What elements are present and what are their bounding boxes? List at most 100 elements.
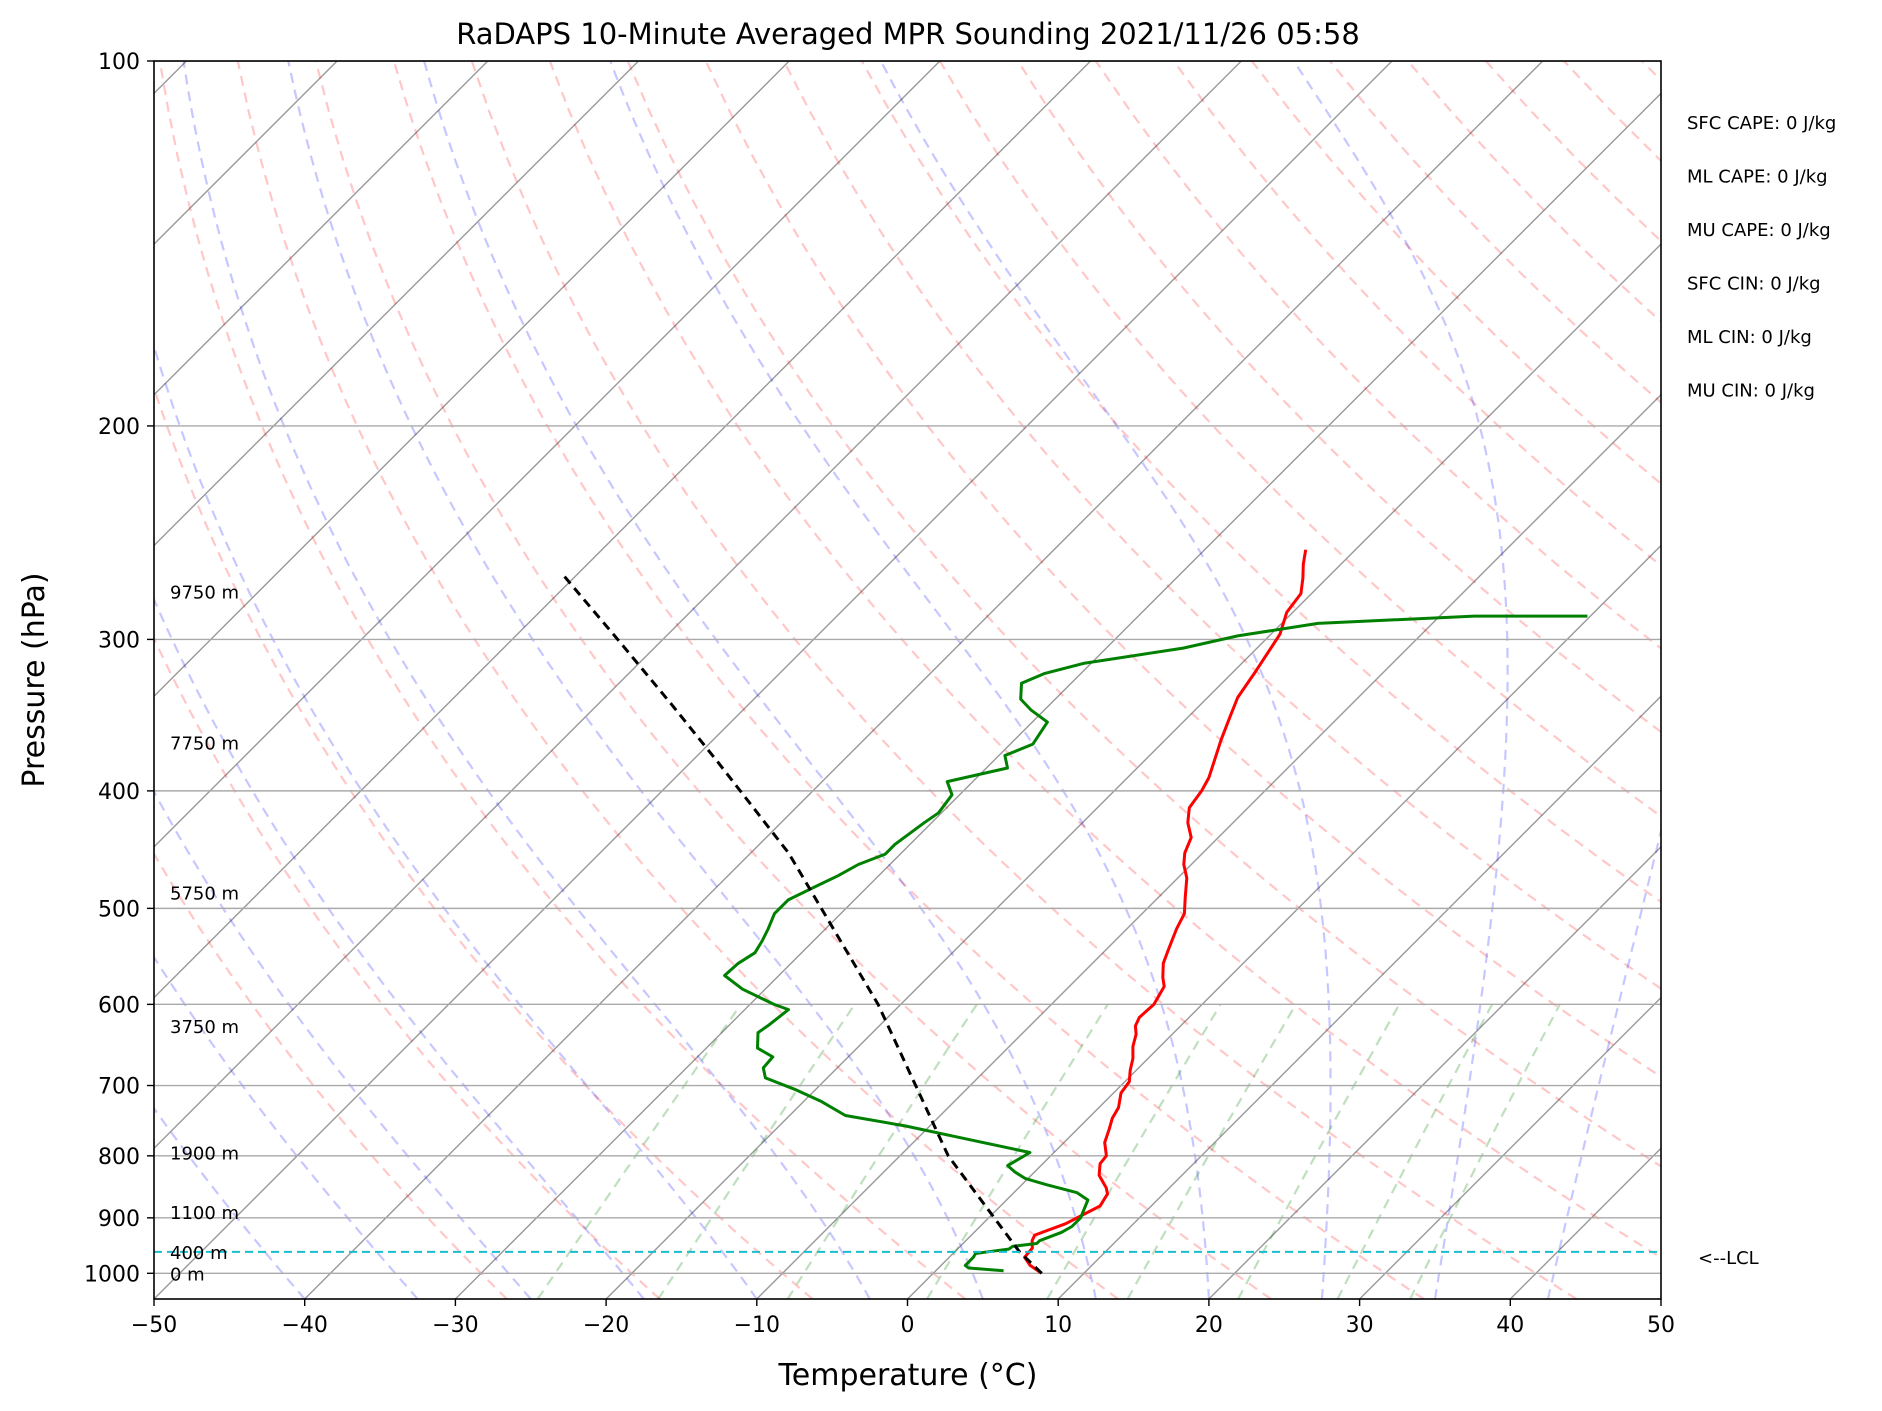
moist-adiabat-line xyxy=(610,61,1209,1299)
index-text: SFC CAPE: 0 J/kg xyxy=(1687,113,1836,134)
y-tick-label: 900 xyxy=(98,1207,140,1232)
x-tick-label: 40 xyxy=(1496,1313,1524,1338)
x-tick-label: 0 xyxy=(901,1313,915,1338)
chart-title: RaDAPS 10-Minute Averaged MPR Sounding 2… xyxy=(456,17,1360,51)
height-label: 1100 m xyxy=(170,1203,239,1224)
isotherm-line xyxy=(0,61,639,1299)
height-label: 400 m xyxy=(170,1243,228,1264)
isotherm-line xyxy=(0,61,940,1299)
dry-adiabat-line xyxy=(1798,61,1882,1299)
mixing-ratio-line xyxy=(1128,1004,1296,1299)
moist-adiabat-line xyxy=(1548,61,1781,1299)
background-lines xyxy=(0,61,1882,1299)
series-line-1 xyxy=(725,616,1588,1271)
index-text: ML CIN: 0 J/kg xyxy=(1687,327,1812,348)
moist-adiabat-line xyxy=(0,61,418,1299)
y-tick-label: 300 xyxy=(98,628,140,653)
height-label: 7750 m xyxy=(170,734,239,755)
y-tick-label: 600 xyxy=(98,993,140,1018)
isotherm-line xyxy=(1510,61,1882,1299)
series-line-0 xyxy=(1025,550,1306,1274)
y-tick-label: 800 xyxy=(98,1145,140,1170)
height-label: 9750 m xyxy=(170,583,239,604)
isotherm-line xyxy=(0,61,789,1299)
moist-adiabat-line xyxy=(288,61,983,1299)
y-tick-label: 200 xyxy=(98,415,140,440)
dry-adiabat-line xyxy=(1642,61,1882,1299)
x-tick-label: −10 xyxy=(734,1313,780,1338)
y-axis-label: Pressure (hPa) xyxy=(17,572,52,787)
lcl-label: <--LCL xyxy=(1698,1248,1759,1269)
dry-adiabat-line xyxy=(1330,61,1882,1299)
moist-adiabat-line xyxy=(24,61,644,1299)
index-text: MU CAPE: 0 J/kg xyxy=(1687,220,1831,241)
isotherm-line xyxy=(305,61,1543,1299)
y-tick-label: 1000 xyxy=(84,1262,140,1287)
dry-adiabat-line xyxy=(784,61,1882,1299)
mixing-ratio-line xyxy=(788,1004,977,1299)
dry-adiabat-line xyxy=(550,61,1730,1299)
moist-adiabat-line xyxy=(0,61,531,1299)
dry-adiabat-line xyxy=(1408,61,1882,1299)
index-text: MU CIN: 0 J/kg xyxy=(1687,381,1815,402)
pressure-gridlines xyxy=(154,61,1661,1273)
dry-adiabat-line xyxy=(4,61,660,1299)
y-tick-label: 400 xyxy=(98,780,140,805)
dry-adiabat-line xyxy=(628,61,1882,1299)
isotherm-line xyxy=(455,61,1693,1299)
dry-adiabat-line xyxy=(940,61,1882,1299)
dry-adiabat-line xyxy=(1876,61,1882,1299)
dry-adiabat-line xyxy=(0,61,507,1299)
x-tick-label: −40 xyxy=(281,1313,327,1338)
height-label: 5750 m xyxy=(170,883,239,904)
moist-adiabat-line xyxy=(98,61,757,1299)
dry-adiabat-line xyxy=(238,61,1118,1299)
dry-adiabat-line xyxy=(862,61,1882,1299)
isotherm-line xyxy=(757,61,1882,1299)
dry-adiabat-line xyxy=(706,61,1882,1299)
moist-adiabat-line xyxy=(881,61,1331,1299)
isotherm-line xyxy=(1360,61,1882,1299)
dry-adiabat-line xyxy=(394,61,1424,1299)
moist-adiabat-line xyxy=(424,61,1096,1299)
dry-adiabat-line xyxy=(472,61,1577,1299)
x-tick-label: 30 xyxy=(1346,1313,1374,1338)
dry-adiabat-line xyxy=(1174,61,1882,1299)
mixing-ratio-line xyxy=(1410,1004,1560,1299)
index-text: ML CAPE: 0 J/kg xyxy=(1687,167,1828,188)
y-tick-label: 700 xyxy=(98,1075,140,1100)
x-tick-label: 10 xyxy=(1044,1313,1072,1338)
dry-adiabat-line xyxy=(1564,61,1882,1299)
dry-adiabat-line xyxy=(1018,61,1882,1299)
x-tick-label: −50 xyxy=(131,1313,177,1338)
indices-panel: SFC CAPE: 0 J/kg ML CAPE: 0 J/kg MU CAPE: … xyxy=(1687,113,1836,402)
mixing-ratio-line xyxy=(1238,1004,1399,1299)
isotherm-line xyxy=(606,61,1844,1299)
mixing-ratio-line xyxy=(538,1004,741,1299)
dry-adiabat-line xyxy=(1252,61,1882,1299)
x-tick-label: −30 xyxy=(432,1313,478,1338)
isotherm-line xyxy=(3,61,1241,1299)
isotherm-line xyxy=(1058,61,1882,1299)
x-tick-label: 20 xyxy=(1195,1313,1223,1338)
moist-adiabat-line xyxy=(1294,61,1508,1299)
index-text: SFC CIN: 0 J/kg xyxy=(1687,274,1821,295)
series-layer xyxy=(562,550,1587,1274)
x-tick-label: −20 xyxy=(583,1313,629,1338)
x-axis-label: Temperature (°C) xyxy=(778,1358,1038,1393)
x-tick-label: 50 xyxy=(1647,1313,1675,1338)
mixing-ratio-line xyxy=(1338,1004,1493,1299)
height-label: 1900 m xyxy=(170,1144,239,1165)
y-tick-label: 500 xyxy=(98,897,140,922)
height-label: 3750 m xyxy=(170,1017,239,1038)
height-label: 0 m xyxy=(170,1264,205,1285)
isotherm-line xyxy=(1661,61,1882,1299)
series-line-2 xyxy=(562,574,1041,1273)
dry-adiabat-line xyxy=(1720,61,1882,1299)
dry-adiabat-line xyxy=(1096,61,1882,1299)
mixing-ratio-line xyxy=(927,1004,1108,1299)
